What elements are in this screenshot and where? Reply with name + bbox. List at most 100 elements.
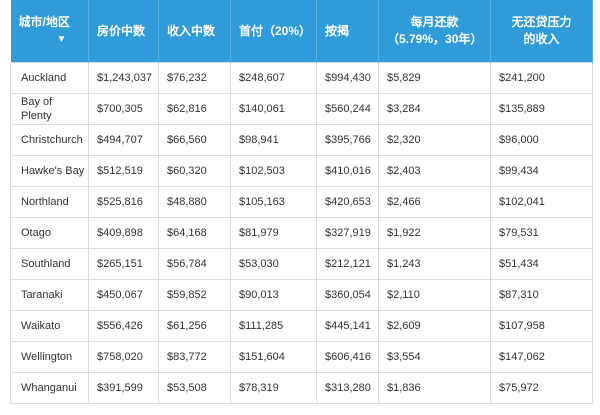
value-cell: $1,243	[378, 248, 491, 280]
value-cell: $79,531	[490, 217, 593, 249]
column-header: 无还贷压力 的收入	[490, 0, 593, 63]
value-cell: $1,243,037	[88, 62, 159, 94]
table-row: Christchurch $494,707 $66,560 $98,941 $395,7…	[10, 124, 593, 156]
region-name: Otago	[21, 227, 51, 239]
column-header: 首付（20%）	[230, 0, 317, 63]
value-cell: $445,141	[316, 310, 379, 342]
value-cell: $2,609	[378, 310, 491, 342]
value-cell: $135,889	[490, 93, 593, 125]
value-cell: $147,062	[490, 341, 593, 373]
table-row: Taranaki $450,067 $59,852 $90,013 $360,054 $2…	[10, 279, 593, 311]
column-header: 按揭	[316, 0, 379, 63]
table-row: Whanganui $391,599 $53,508 $78,319 $313,280 $…	[10, 372, 593, 404]
value-cell: $391,599	[88, 372, 159, 404]
value-cell: $78,319	[230, 372, 317, 404]
region-name: Christchurch	[21, 134, 83, 146]
value-cell: $212,121	[316, 248, 379, 280]
region-cell: Auckland	[10, 62, 89, 94]
header-text: 的收入	[523, 32, 560, 46]
header-text: 城市/地区	[18, 15, 70, 29]
region-cell: Whanganui	[10, 372, 89, 404]
column-header[interactable]: 城市/地区 ▼	[10, 0, 89, 63]
column-header: 房价中数	[88, 0, 159, 63]
value-cell: $2,403	[378, 155, 491, 187]
region-cell: Taranaki	[10, 279, 89, 311]
value-cell: $560,244	[316, 93, 379, 125]
value-cell: $494,707	[88, 124, 159, 156]
region-cell: Otago	[10, 217, 89, 249]
table-row: Otago $409,898 $64,168 $81,979 $327,919 $1,92…	[10, 217, 593, 249]
header-text: （5.79%，30年）	[387, 32, 483, 46]
value-cell: $60,320	[158, 155, 231, 187]
value-cell: $409,898	[88, 217, 159, 249]
value-cell: $99,434	[490, 155, 593, 187]
header-text: 收入中数	[167, 23, 216, 38]
header-text: 按揭	[325, 23, 350, 38]
region-cell: Bay of Plenty	[10, 93, 89, 125]
value-cell: $327,919	[316, 217, 379, 249]
value-cell: $102,041	[490, 186, 593, 218]
value-cell: $360,054	[316, 279, 379, 311]
value-cell: $96,000	[490, 124, 593, 156]
region-name: Southland	[21, 258, 71, 270]
value-cell: $83,772	[158, 341, 231, 373]
value-cell: $87,310	[490, 279, 593, 311]
value-cell: $105,163	[230, 186, 317, 218]
value-cell: $51,434	[490, 248, 593, 280]
column-header: 每月还款 （5.79%，30年）	[378, 0, 491, 63]
value-cell: $700,305	[88, 93, 159, 125]
table-row: Auckland $1,243,037 $76,232 $248,607 $994,43…	[10, 62, 593, 94]
value-cell: $5,829	[378, 62, 491, 94]
value-cell: $265,151	[88, 248, 159, 280]
sort-icon[interactable]: ▼	[56, 34, 67, 45]
region-name: Bay of Plenty	[21, 96, 53, 122]
value-cell: $1,836	[378, 372, 491, 404]
region-name: Auckland	[21, 72, 67, 84]
value-cell: $140,061	[230, 93, 317, 125]
table-row: Hawke's Bay $512,519 $60,320 $102,503 $410,0…	[10, 155, 593, 187]
value-cell: $2,320	[378, 124, 491, 156]
value-cell: $61,256	[158, 310, 231, 342]
region-cell: Christchurch	[10, 124, 89, 156]
value-cell: $2,466	[378, 186, 491, 218]
value-cell: $66,560	[158, 124, 231, 156]
value-cell: $81,979	[230, 217, 317, 249]
value-cell: $410,016	[316, 155, 379, 187]
value-cell: $53,508	[158, 372, 231, 404]
table-row: Waikato $556,426 $61,256 $111,285 $445,141 $2…	[10, 310, 593, 342]
value-cell: $313,280	[316, 372, 379, 404]
region-name: Taranaki	[21, 289, 63, 301]
value-cell: $56,784	[158, 248, 231, 280]
header-row: 城市/地区 ▼ 房价中数 收入中数 首付（20%） 按揭 每月还款 （5.79%，30年） 无还…	[10, 0, 593, 63]
value-cell: $606,416	[316, 341, 379, 373]
value-cell: $48,880	[158, 186, 231, 218]
value-cell: $248,607	[230, 62, 317, 94]
region-name: Wellington	[21, 351, 73, 363]
value-cell: $111,285	[230, 310, 317, 342]
region-cell: Waikato	[10, 310, 89, 342]
value-cell: $241,200	[490, 62, 593, 94]
region-cell: Southland	[10, 248, 89, 280]
value-cell: $151,604	[230, 341, 317, 373]
value-cell: $90,013	[230, 279, 317, 311]
value-cell: $512,519	[88, 155, 159, 187]
value-cell: $556,426	[88, 310, 159, 342]
value-cell: $59,852	[158, 279, 231, 311]
region-name: Whanganui	[21, 382, 77, 394]
value-cell: $395,766	[316, 124, 379, 156]
table-row: Southland $265,151 $56,784 $53,030 $212,121 $…	[10, 248, 593, 280]
data-table: 城市/地区 ▼ 房价中数 收入中数 首付（20%） 按揭 每月还款 （5.79%，30年） 无还…	[10, 0, 593, 404]
value-cell: $76,232	[158, 62, 231, 94]
value-cell: $525,816	[88, 186, 159, 218]
value-cell: $420,653	[316, 186, 379, 218]
value-cell: $107,958	[490, 310, 593, 342]
value-cell: $994,430	[316, 62, 379, 94]
value-cell: $3,284	[378, 93, 491, 125]
value-cell: $53,030	[230, 248, 317, 280]
value-cell: $2,110	[378, 279, 491, 311]
header-text: 首付（20%）	[239, 23, 312, 38]
column-header: 收入中数	[158, 0, 231, 63]
region-cell: Wellington	[10, 341, 89, 373]
value-cell: $62,816	[158, 93, 231, 125]
